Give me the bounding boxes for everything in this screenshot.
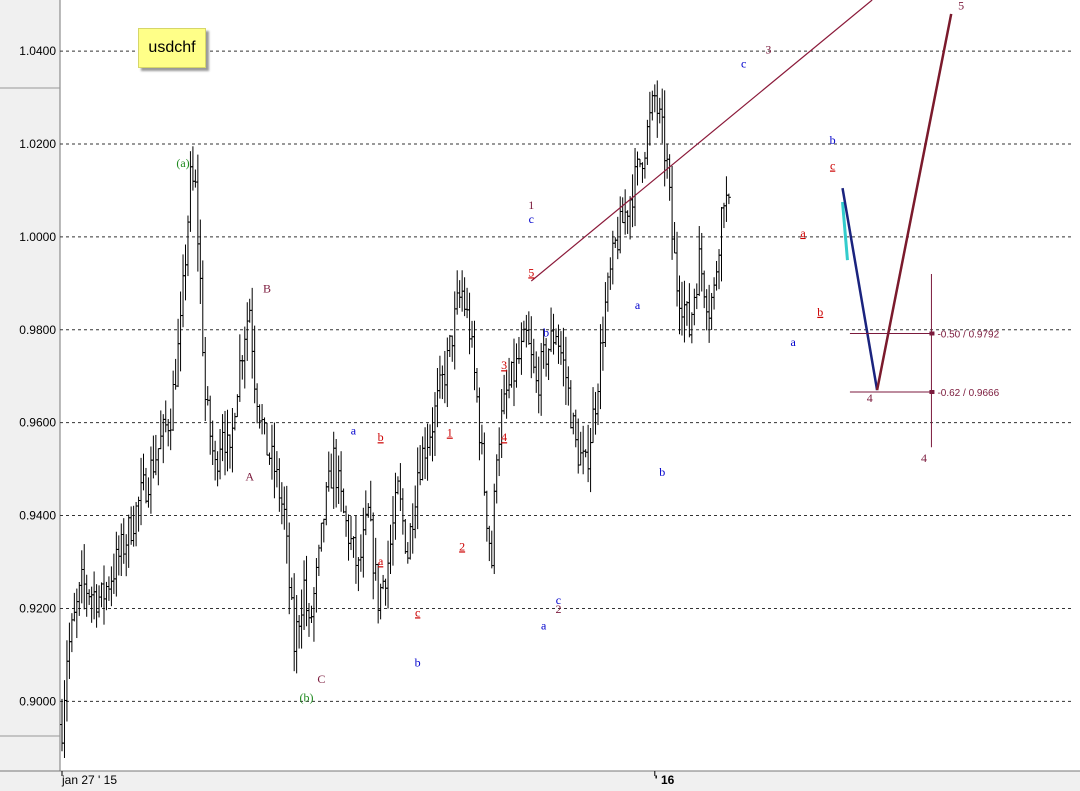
wave-label: C bbox=[317, 672, 325, 686]
wave-label: c bbox=[741, 56, 746, 70]
wave-label: 4 bbox=[867, 391, 873, 405]
projection-cyan-leg bbox=[841, 201, 849, 261]
sub-wave-label: 1 bbox=[447, 426, 453, 440]
wave-label: 5 bbox=[958, 0, 964, 12]
symbol-note: usdchf bbox=[138, 28, 206, 68]
wave-label: b bbox=[415, 655, 421, 669]
y-tick-label: 0.9400 bbox=[19, 509, 56, 523]
wave-label: B bbox=[263, 282, 271, 296]
wave-label: 3 bbox=[765, 42, 771, 56]
sub-wave-label: a bbox=[378, 554, 384, 568]
fib-level-marker bbox=[929, 390, 935, 395]
wave-label: a bbox=[790, 335, 796, 349]
y-tick-label: 1.0000 bbox=[19, 230, 56, 244]
y-tick-label: 0.9600 bbox=[19, 416, 56, 430]
wave-label: A bbox=[245, 470, 254, 484]
wave-label: c bbox=[529, 212, 534, 226]
projection-blue-leg bbox=[841, 187, 879, 391]
trendline bbox=[530, 0, 873, 282]
price-axis-panel bbox=[0, 0, 60, 791]
y-tick-label: 1.0400 bbox=[19, 44, 56, 58]
wave-label: 1 bbox=[528, 198, 534, 212]
projection-red-leg bbox=[875, 13, 953, 391]
y-tick-label: 1.0200 bbox=[19, 137, 56, 151]
wave-label: b bbox=[830, 133, 836, 147]
sub-wave-label: b bbox=[378, 430, 384, 444]
sub-wave-label: c bbox=[830, 159, 835, 173]
y-tick-label: 0.9800 bbox=[19, 323, 56, 337]
sub-wave-label: 3 bbox=[501, 358, 507, 372]
time-axis-panel bbox=[0, 771, 1080, 791]
sub-wave-label: 5 bbox=[528, 265, 534, 279]
symbol-label: usdchf bbox=[148, 39, 196, 56]
wave-label: c bbox=[556, 593, 561, 607]
x-tick-label: jan 27 ' 15 bbox=[61, 773, 117, 787]
wave-label: a bbox=[351, 423, 357, 437]
x-tick-label: ' 16 bbox=[655, 773, 675, 787]
wave-label: a bbox=[541, 618, 547, 632]
sub-wave-label: a bbox=[800, 226, 806, 240]
y-tick-label: 0.9000 bbox=[19, 694, 56, 708]
wave-label: 4 bbox=[921, 451, 927, 465]
wave-label: b bbox=[659, 465, 665, 479]
fib-level-marker bbox=[929, 331, 935, 336]
sub-wave-label: 2 bbox=[459, 539, 465, 553]
sub-wave-label: b bbox=[817, 305, 823, 319]
fib-level-label: -0.62 / 0.9666 bbox=[937, 388, 999, 399]
wave-label: (a) bbox=[176, 156, 189, 170]
y-tick-label: 0.9200 bbox=[19, 601, 56, 615]
sub-wave-label: 4 bbox=[501, 430, 507, 444]
wave-label: a bbox=[635, 298, 641, 312]
wave-label: (b) bbox=[300, 690, 314, 704]
wave-label: 2 bbox=[555, 602, 561, 616]
sub-wave-label: c bbox=[415, 605, 420, 619]
wave-label: b bbox=[543, 326, 549, 340]
fib-level-label: -0.50 / 0.9792 bbox=[937, 329, 999, 340]
